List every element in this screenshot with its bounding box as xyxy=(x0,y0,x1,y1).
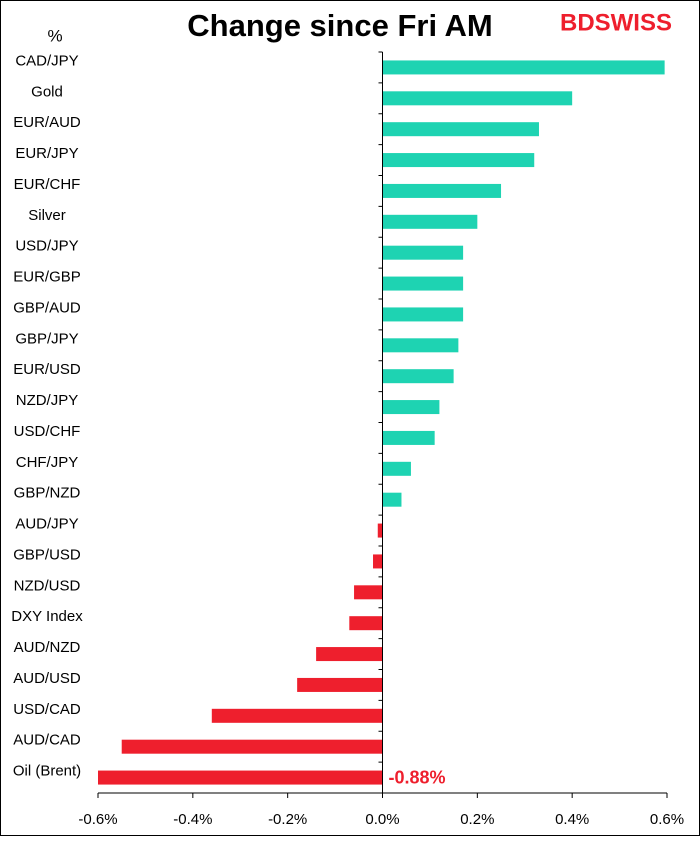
bar xyxy=(211,708,383,723)
bar xyxy=(382,245,464,260)
value-label: -0.88% xyxy=(389,767,446,787)
y-tick-label: EUR/CHF xyxy=(14,176,81,193)
y-tick-label: GBP/JPY xyxy=(15,330,78,347)
y-tick-label: EUR/GBP xyxy=(13,269,81,286)
x-tick-label: -0.6% xyxy=(78,811,117,828)
y-tick-label: AUD/USD xyxy=(13,670,81,687)
y-tick-label: GBP/AUD xyxy=(13,299,81,316)
y-tick-label: USD/CAD xyxy=(13,701,81,718)
y-tick-label: AUD/NZD xyxy=(14,639,81,656)
y-tick-label: Oil (Brent) xyxy=(13,763,81,780)
x-tick-label: -0.4% xyxy=(173,811,212,828)
y-tick-label: GBP/USD xyxy=(13,546,81,563)
bar xyxy=(382,276,464,291)
y-tick-label: Silver xyxy=(28,207,66,224)
y-tick-label: AUD/CAD xyxy=(13,732,81,749)
y-tick-label: NZD/USD xyxy=(14,577,81,594)
y-tick-label: EUR/JPY xyxy=(15,145,78,162)
bar xyxy=(382,338,459,353)
bar xyxy=(382,214,478,229)
bar xyxy=(382,400,440,415)
bar xyxy=(382,60,665,75)
brand-logo: BDSWISS xyxy=(560,9,672,36)
x-tick-label: 0.2% xyxy=(460,811,494,828)
y-tick-label: USD/CHF xyxy=(14,423,81,440)
bar xyxy=(382,430,435,445)
y-tick-label: AUD/JPY xyxy=(15,516,78,533)
bar xyxy=(98,770,383,785)
bar xyxy=(382,369,454,384)
bar xyxy=(316,647,383,662)
x-tick-label: 0.4% xyxy=(555,811,589,828)
bar xyxy=(382,153,535,168)
y-tick-label: EUR/AUD xyxy=(13,114,81,131)
bar xyxy=(382,91,573,106)
bar xyxy=(373,554,383,569)
y-tick-label: GBP/NZD xyxy=(14,485,81,502)
bar xyxy=(349,616,383,631)
chart-title: Change since Fri AM xyxy=(187,8,492,43)
y-tick-label: Gold xyxy=(31,83,63,100)
bar xyxy=(121,739,383,754)
y-tick-label: NZD/JPY xyxy=(16,392,79,409)
y-tick-label: CAD/JPY xyxy=(15,52,78,69)
x-tick-label: 0.6% xyxy=(650,811,684,828)
bar xyxy=(382,307,464,322)
bar xyxy=(382,461,411,476)
bar xyxy=(354,585,383,600)
bar xyxy=(297,677,383,692)
unit-label: % xyxy=(47,26,62,45)
y-tick-label: CHF/JPY xyxy=(16,454,79,471)
y-tick-label: DXY Index xyxy=(11,608,83,625)
bar xyxy=(382,122,539,137)
y-tick-label: USD/JPY xyxy=(15,238,78,255)
bar xyxy=(382,492,402,507)
x-tick-label: -0.2% xyxy=(268,811,307,828)
bar xyxy=(382,183,502,198)
bar xyxy=(377,523,383,538)
y-tick-label: EUR/USD xyxy=(13,361,81,378)
bars xyxy=(98,60,665,785)
x-tick-label: 0.0% xyxy=(365,811,399,828)
